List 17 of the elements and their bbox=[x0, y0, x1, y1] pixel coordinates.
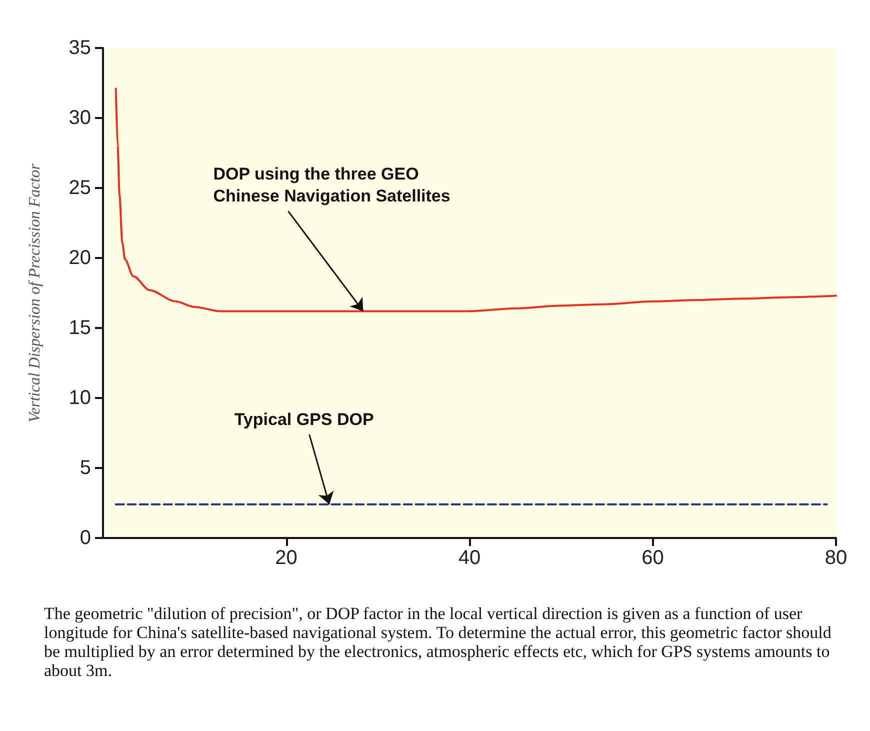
text: The geometric "dilution of precision", or DOP factor in the local vertical direction is given as a function of user longitude for China's satellite-based navigational system. To determine the actual error, this geometric factor should be multiplied by an error determined by the electronics, atmospheric effects etc, which for GPS systems amounts to about 3m. bbox=[43, 603, 832, 680]
y-tick-label: 0 bbox=[80, 527, 91, 549]
y-tick-label: 20 bbox=[68, 247, 91, 269]
y-tick-label: 35 bbox=[68, 37, 91, 59]
y-axis-title: Vertical Dispersion of Precission Factor bbox=[26, 162, 44, 422]
y-tick-label: 5 bbox=[80, 457, 91, 479]
annotation: DOP using the three GEO Chinese Navigation Satellites bbox=[213, 164, 450, 206]
y-tick-label: 10 bbox=[68, 387, 91, 409]
line-series bbox=[114, 88, 837, 312]
y-tick-label: 15 bbox=[68, 317, 91, 339]
x-tick-label: 60 bbox=[642, 547, 664, 569]
y-tick-label: 25 bbox=[68, 177, 91, 199]
x-tick-label: 20 bbox=[275, 547, 298, 569]
x-tick-label: 40 bbox=[458, 547, 481, 569]
y-tick-label: 30 bbox=[68, 107, 91, 129]
annotation: Typical GPS DOP bbox=[234, 410, 374, 429]
x-tick-label: 80 bbox=[824, 547, 848, 569]
